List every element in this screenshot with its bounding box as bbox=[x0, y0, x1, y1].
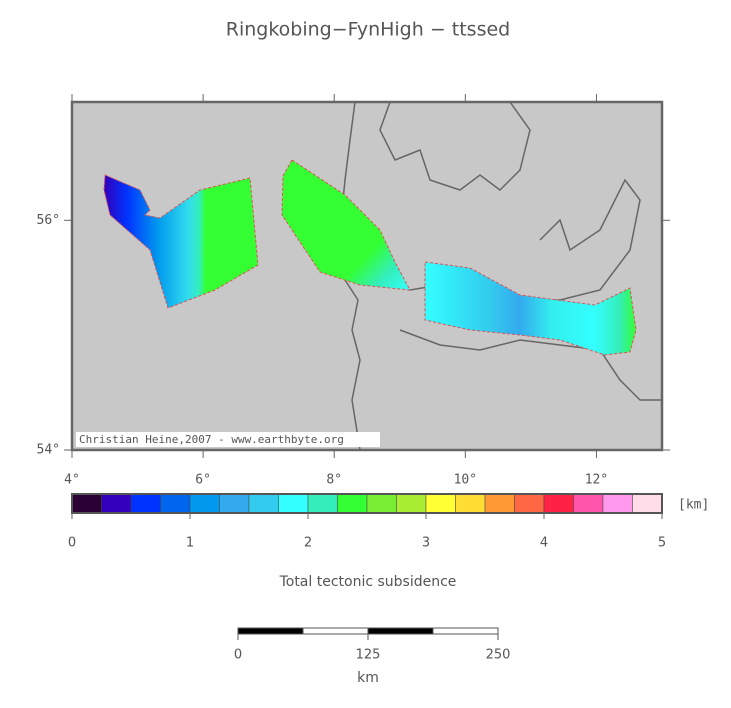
title: Ringkobing−FynHigh − ttssed bbox=[226, 19, 510, 41]
coastline bbox=[399, 329, 662, 401]
scalebar-unit: km bbox=[357, 670, 379, 686]
colorbar-tick-label: 3 bbox=[422, 536, 430, 551]
color-swatch bbox=[189, 493, 220, 514]
color-swatch bbox=[71, 493, 102, 514]
color-swatch bbox=[101, 493, 132, 514]
map: Christian Heine,2007 - www.earthbyte.org… bbox=[37, 94, 670, 488]
lon-tick-label: 6° bbox=[195, 473, 211, 488]
color-swatch bbox=[484, 493, 515, 514]
scalebar: 0 125 250 bbox=[234, 627, 511, 663]
color-swatch bbox=[573, 493, 604, 514]
color-swatch bbox=[396, 493, 427, 514]
color-swatch bbox=[307, 493, 338, 514]
colorbar-tick-label: 0 bbox=[68, 536, 76, 551]
colorbar-tick-label: 4 bbox=[540, 536, 548, 551]
color-swatch bbox=[366, 493, 397, 514]
color-swatch bbox=[514, 493, 545, 514]
color-swatch bbox=[602, 493, 633, 514]
lon-tick-label: 12° bbox=[585, 473, 608, 488]
subsidence-region bbox=[281, 159, 411, 291]
color-swatch bbox=[455, 493, 486, 514]
scalebar-tick-label: 125 bbox=[356, 648, 381, 663]
scalebar-tick-label: 250 bbox=[486, 648, 511, 663]
coastline bbox=[339, 101, 361, 451]
color-swatch bbox=[632, 493, 663, 514]
coastline bbox=[379, 101, 531, 191]
colorbar-label: Total tectonic subsidence bbox=[279, 574, 457, 590]
lon-tick-label: 4° bbox=[64, 473, 80, 488]
map-frame bbox=[70, 100, 664, 452]
colorbar-frame bbox=[71, 493, 663, 514]
subsidence-region bbox=[424, 261, 637, 356]
color-swatch bbox=[248, 493, 279, 514]
scalebar-segment bbox=[367, 627, 434, 635]
lon-tick-label: 10° bbox=[454, 473, 477, 488]
colorbar: 0 1 2 3 4 5 bbox=[68, 493, 666, 551]
color-swatch bbox=[425, 493, 456, 514]
scalebar-segment bbox=[302, 627, 369, 635]
subsidence-region bbox=[103, 174, 259, 309]
color-swatch bbox=[130, 493, 161, 514]
colorbar-tick-label: 5 bbox=[658, 536, 666, 551]
color-swatch bbox=[160, 493, 191, 514]
lat-tick-label: 56° bbox=[37, 213, 60, 228]
color-swatch bbox=[219, 493, 250, 514]
colorbar-tick-label: 2 bbox=[304, 536, 312, 551]
color-swatch bbox=[337, 493, 368, 514]
scalebar-tick-label: 0 bbox=[234, 648, 242, 663]
color-swatch bbox=[278, 493, 309, 514]
scalebar-segment bbox=[432, 627, 499, 635]
colorbar-unit: [km] bbox=[678, 498, 709, 513]
lon-tick-label: 8° bbox=[326, 473, 342, 488]
color-swatch bbox=[543, 493, 574, 514]
credit: Christian Heine,2007 - www.earthbyte.org bbox=[79, 433, 344, 446]
colorbar-tick-label: 1 bbox=[186, 536, 194, 551]
lat-tick-label: 54° bbox=[37, 443, 60, 458]
credit-box bbox=[76, 432, 380, 447]
scalebar-segment bbox=[237, 627, 304, 635]
